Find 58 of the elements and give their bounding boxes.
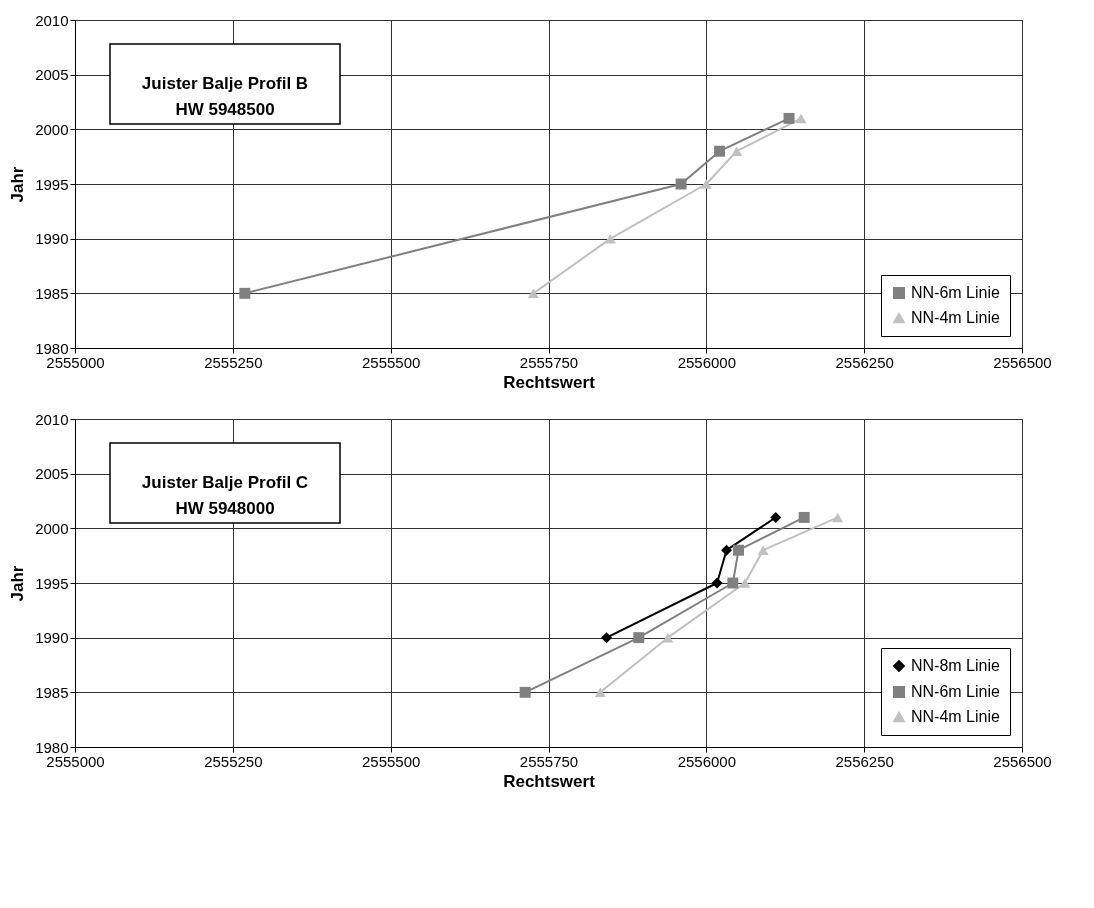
- point: [700, 179, 712, 189]
- x-tick-label: 2555500: [361, 353, 421, 371]
- x-tick-label: 2556250: [835, 752, 894, 770]
- y-tick-label: 2000: [35, 120, 69, 138]
- y-tick-label: 2000: [35, 519, 69, 537]
- x-axis-title: Rechtswert: [503, 372, 596, 392]
- point: [798, 511, 810, 523]
- legend-label: NN-8m Linie: [911, 657, 1001, 674]
- legend-label: NN-4m Linie: [911, 309, 1001, 326]
- x-tick-label: 2555250: [204, 353, 263, 371]
- y-tick-label: 1995: [35, 574, 69, 592]
- y-axis-title: Jahr: [8, 166, 28, 203]
- x-tick-label: 2555750: [519, 353, 579, 371]
- y-tick-label: 2005: [35, 66, 69, 84]
- y-axis-title: Jahr: [8, 565, 28, 602]
- y-tick-label: 1995: [35, 175, 69, 193]
- y-tick-label: 2005: [35, 465, 69, 483]
- y-tick-label: 2010: [35, 410, 69, 428]
- legend-label: NN-6m Linie: [911, 284, 1001, 301]
- point: [601, 632, 613, 644]
- point: [594, 687, 606, 698]
- x-axis-title: Rechtswert: [503, 771, 596, 791]
- point: [711, 577, 723, 589]
- x-tick-label: 2556000: [677, 353, 737, 371]
- point: [731, 146, 743, 156]
- y-tick-label: 1990: [35, 629, 69, 647]
- point: [604, 233, 616, 244]
- legend-label: NN-6m Linie: [911, 683, 1001, 700]
- x-tick-label: 2556250: [835, 353, 894, 371]
- point: [727, 577, 739, 589]
- x-tick-label: 2556500: [993, 752, 1052, 770]
- point: [714, 145, 726, 157]
- point: [662, 632, 674, 643]
- x-tick-label: 2556000: [677, 752, 737, 770]
- point: [633, 632, 645, 644]
- y-tick-label: 1985: [35, 683, 69, 701]
- point: [239, 287, 251, 299]
- point: [733, 544, 745, 556]
- point: [795, 113, 807, 124]
- annotation: Juister Balje Profil C HW 5948000: [141, 473, 309, 518]
- x-tick-label: 2555250: [204, 752, 263, 770]
- x-tick-label: 2556500: [993, 353, 1052, 371]
- point: [757, 545, 769, 555]
- annotation: Juister Balje Profil B HW 5948500: [141, 74, 309, 119]
- point: [832, 512, 844, 523]
- point: [519, 686, 531, 698]
- x-tick-label: 2555500: [361, 752, 421, 770]
- y-tick-label: 2010: [35, 11, 69, 29]
- y-tick-label: 1985: [35, 284, 69, 302]
- x-tick-label: 2555750: [519, 752, 579, 770]
- y-tick-label: 1990: [35, 230, 69, 248]
- point: [770, 511, 782, 523]
- point: [675, 178, 687, 190]
- legend-label: NN-4m Linie: [911, 708, 1001, 725]
- point: [721, 544, 733, 556]
- point: [527, 288, 539, 299]
- point: [739, 578, 751, 588]
- point: [783, 112, 795, 124]
